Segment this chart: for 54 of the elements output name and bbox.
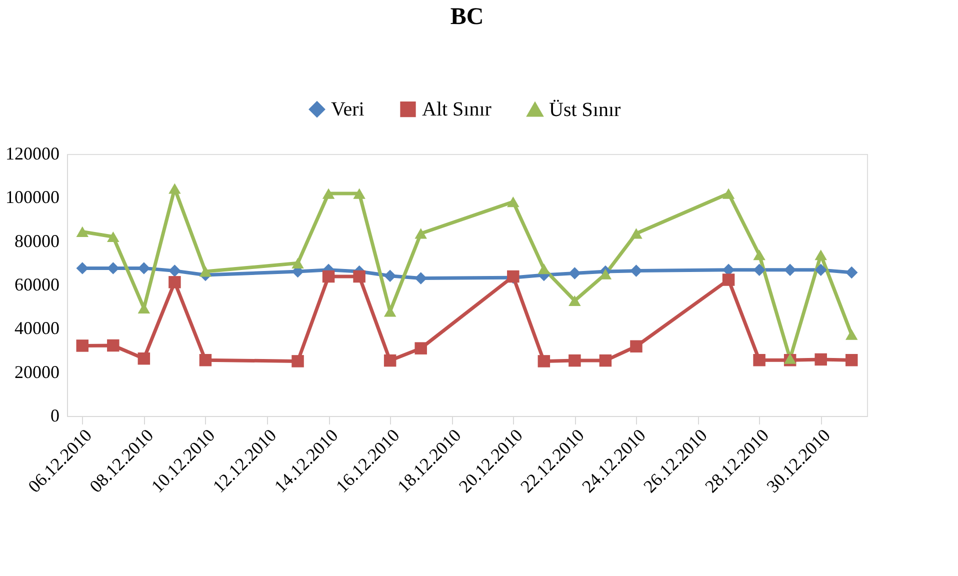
point <box>292 258 304 268</box>
point <box>722 274 735 286</box>
point <box>753 264 766 276</box>
point <box>322 188 335 199</box>
point <box>784 353 796 364</box>
point <box>814 250 827 260</box>
point <box>630 228 642 239</box>
point <box>568 354 581 367</box>
point <box>199 354 212 366</box>
point <box>384 270 396 282</box>
y-tick-label: 80000 <box>14 230 60 251</box>
y-tick-label: 60000 <box>14 274 60 294</box>
point <box>814 264 827 276</box>
point <box>414 272 427 284</box>
y-tick-label: 40000 <box>14 318 60 338</box>
y-tick-label: 100000 <box>6 187 60 208</box>
point <box>753 354 766 366</box>
point <box>630 264 642 277</box>
point <box>138 352 150 365</box>
y-tick-label: 0 <box>50 406 60 426</box>
y-tick-label: 120000 <box>6 144 60 164</box>
legend-label: Veri <box>331 98 365 120</box>
point <box>107 339 120 352</box>
point <box>414 228 427 239</box>
point <box>322 270 335 283</box>
point <box>292 355 304 368</box>
point <box>353 188 366 199</box>
point <box>722 188 735 199</box>
point <box>538 355 550 368</box>
point <box>76 340 89 352</box>
point <box>353 270 366 283</box>
point <box>76 226 89 238</box>
point <box>568 295 581 306</box>
legend-label: Üst Sınır <box>549 98 622 121</box>
point <box>168 264 181 277</box>
legend-label: Alt Sınır <box>422 98 492 120</box>
point <box>199 266 212 277</box>
point <box>168 276 181 288</box>
point <box>384 354 396 367</box>
point <box>414 342 427 354</box>
point <box>845 354 858 366</box>
point <box>814 353 827 366</box>
point <box>507 196 520 208</box>
point <box>845 329 858 340</box>
point <box>599 354 612 367</box>
point <box>568 267 581 280</box>
chart-title: BC <box>450 4 484 30</box>
point <box>107 231 120 242</box>
point <box>168 183 181 194</box>
point <box>845 266 858 279</box>
y-tick-label: 20000 <box>14 362 60 382</box>
point <box>538 264 550 274</box>
point <box>753 250 766 260</box>
point <box>630 340 642 352</box>
